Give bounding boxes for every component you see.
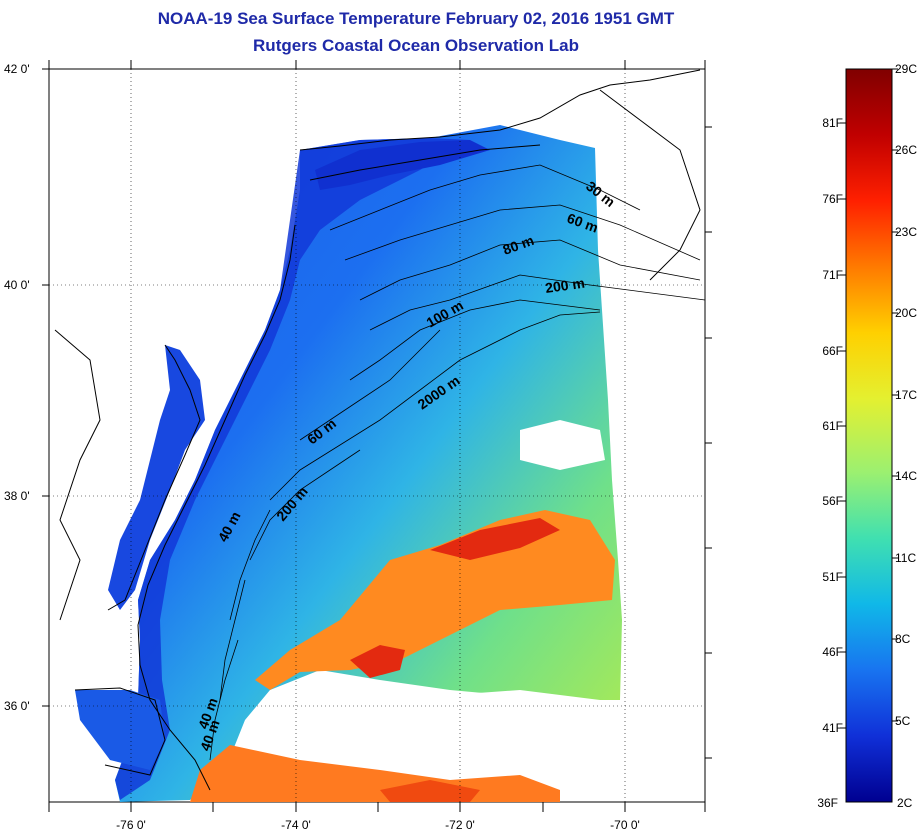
latitude-labels: 42 0' 40 0' 38 0' 36 0' <box>4 62 30 713</box>
colorbar <box>845 68 893 803</box>
colorbar-c-labels: 29C 26C 23C 20C 17C 14C 11C 8C 5C 2C <box>895 62 917 810</box>
colorbar-ticks <box>840 68 898 729</box>
coast-line <box>54 329 101 621</box>
cb-c-label: 20C <box>895 306 917 320</box>
cb-f-label: 76F <box>822 192 843 206</box>
lon-label: -74 0' <box>281 818 311 832</box>
lon-label: -76 0' <box>116 818 146 832</box>
cb-c-label: 5C <box>895 714 911 728</box>
frame-ticks <box>42 60 712 812</box>
isobath-line <box>269 311 601 501</box>
cb-c-label: 8C <box>895 632 911 646</box>
cb-f-label: 46F <box>822 645 843 659</box>
cb-c-label: 23C <box>895 225 917 239</box>
lon-label: -72 0' <box>445 818 475 832</box>
sst-field <box>75 125 622 802</box>
lat-label: 36 0' <box>4 699 30 713</box>
isobath-line <box>219 579 246 701</box>
lat-label: 40 0' <box>4 278 30 292</box>
isobath-line <box>229 509 271 621</box>
cb-f-label: 41F <box>822 721 843 735</box>
cb-c-label: 14C <box>895 469 917 483</box>
graticule <box>49 69 705 802</box>
cb-c-label: 2C <box>897 796 913 810</box>
cb-f-label: 61F <box>822 419 843 433</box>
cb-f-label: 66F <box>822 344 843 358</box>
isobath-line <box>344 204 701 261</box>
sst-swath <box>115 125 622 802</box>
isobath-line <box>329 164 641 231</box>
coast-line <box>299 69 701 151</box>
sst-warm-south-core <box>380 780 480 802</box>
lat-label: 38 0' <box>4 489 30 503</box>
isobaths <box>209 164 705 761</box>
map-subtitle: Rutgers Coastal Ocean Observation Lab <box>253 36 579 55</box>
cb-c-label: 17C <box>895 388 917 402</box>
sst-hot-core <box>430 518 560 560</box>
cb-f-label: 56F <box>822 494 843 508</box>
longitude-labels: -76 0' -74 0' -72 0' -70 0' <box>116 818 640 832</box>
sst-warm-front <box>255 510 615 690</box>
sst-long-island-patch <box>315 140 490 190</box>
isobath-line <box>349 299 601 381</box>
cb-f-label: 71F <box>822 268 843 282</box>
coast-line <box>107 344 201 611</box>
lat-label: 42 0' <box>4 62 30 76</box>
cb-f-label: 51F <box>822 570 843 584</box>
isobath-label: 200 m <box>544 275 586 296</box>
cb-f-label: 81F <box>822 116 843 130</box>
coast-line <box>599 89 701 281</box>
isobath-line <box>249 449 361 561</box>
sst-pamlico <box>75 690 165 770</box>
coastlines <box>54 69 701 791</box>
isobath-line <box>209 639 239 761</box>
cb-c-label: 26C <box>895 143 917 157</box>
cloud-gap <box>290 690 620 760</box>
coast-line <box>74 687 166 776</box>
cloud-gap-2 <box>520 420 605 470</box>
sst-hot-core-2 <box>350 645 405 678</box>
map-title: NOAA-19 Sea Surface Temperature February… <box>157 9 675 28</box>
coast-line <box>309 144 541 181</box>
cb-c-label: 11C <box>895 551 916 565</box>
colorbar-f-labels: 81F 76F 71F 66F 61F 56F 51F 46F 41F 36F <box>817 116 843 810</box>
cb-f-label: 36F <box>817 796 838 810</box>
isobath-line <box>369 274 705 331</box>
sst-chesapeake <box>108 345 205 610</box>
lon-label: -70 0' <box>610 818 640 832</box>
cb-c-label: 29C <box>895 62 917 76</box>
isobath-line <box>359 239 701 301</box>
coast-line <box>137 224 296 791</box>
isobath-line <box>299 329 441 441</box>
